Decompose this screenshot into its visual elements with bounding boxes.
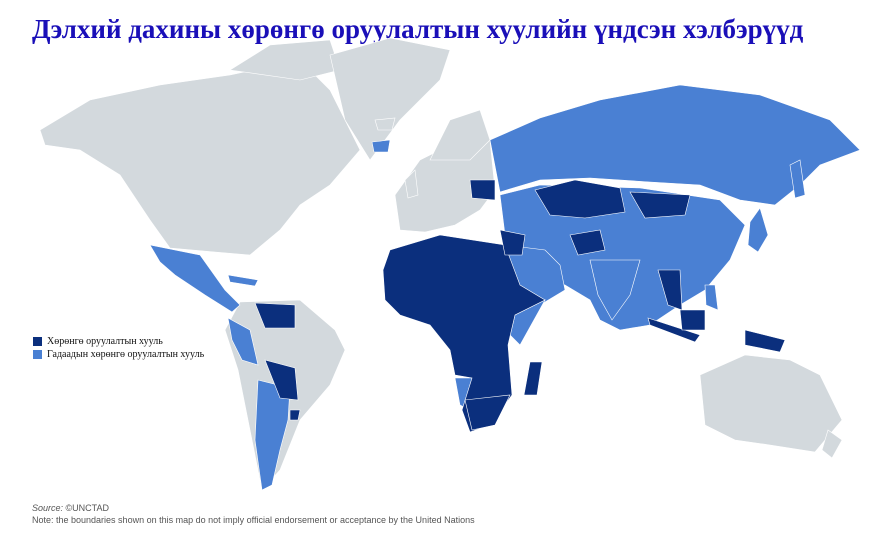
legend-swatch — [33, 337, 42, 346]
region-papua — [744, 329, 786, 353]
region-madagascar — [523, 361, 543, 396]
legend-item-foreign-investment-law: Гадаадын хөрөнгө оруулалтын хууль — [33, 348, 204, 361]
region-new-zealand — [821, 429, 843, 459]
map-title: Дэлхий дахины хөрөнгө оруулалтын хуулийн… — [32, 14, 804, 44]
region-bolivia-paraguay — [264, 359, 299, 401]
region-india — [589, 259, 641, 321]
region-middle-east — [499, 229, 526, 256]
legend-item-investment-law: Хөрөнгө оруулалтын хууль — [33, 335, 204, 348]
region-borneo — [679, 309, 706, 331]
region-iceland — [374, 117, 396, 131]
source-value: ©UNCTAD — [65, 503, 110, 513]
region-north-america — [39, 59, 361, 256]
region-uk — [404, 169, 419, 199]
region-mexico-central-america — [149, 244, 241, 313]
region-venezuela-guyanas — [254, 302, 296, 329]
source-line: Source: ©UNCTAD — [32, 503, 109, 513]
region-philippines — [704, 284, 719, 311]
region-kazakhstan — [534, 179, 626, 219]
region-greenland — [329, 37, 451, 161]
region-south-africa — [464, 394, 511, 431]
region-caribbean — [227, 274, 259, 287]
legend-swatch — [33, 350, 42, 359]
region-peru-ecuador — [227, 317, 259, 366]
region-sakhalin — [789, 159, 806, 199]
region-belarus-ukraine — [469, 179, 496, 201]
region-scandinavia — [429, 109, 491, 161]
region-japan — [747, 207, 769, 253]
region-afghanistan — [569, 229, 606, 256]
region-mongolia — [629, 191, 691, 219]
region-uruguay — [289, 409, 301, 421]
region-australia — [699, 354, 843, 453]
region-iceland-east — [371, 139, 391, 153]
map-note: Note: the boundaries shown on this map d… — [32, 515, 475, 525]
legend-label: Хөрөнгө оруулалтын хууль — [47, 336, 163, 347]
legend-label: Гадаадын хөрөнгө оруулалтын хууль — [47, 349, 205, 360]
region-africa — [382, 234, 546, 433]
source-label: Source: — [32, 503, 64, 513]
map-legend: Хөрөнгө оруулалтын хууль Гадаадын хөрөнг… — [33, 335, 204, 361]
